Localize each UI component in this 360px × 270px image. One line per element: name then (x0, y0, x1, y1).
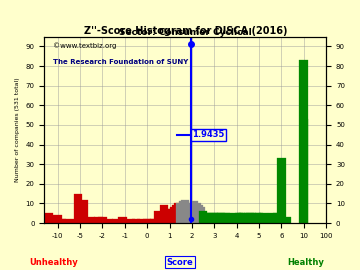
Bar (206, 213, 214, 223)
Bar (255, 213, 263, 223)
Bar (252, 213, 261, 223)
Bar (257, 215, 265, 223)
Bar (283, 217, 291, 223)
Title: Z''-Score Histogram for DISCA (2016): Z''-Score Histogram for DISCA (2016) (84, 26, 287, 36)
Bar (45, 213, 53, 223)
Text: 1.9435: 1.9435 (192, 130, 225, 139)
Bar (91, 219, 99, 223)
Bar (266, 215, 274, 223)
Bar (118, 217, 127, 223)
Bar (154, 211, 163, 223)
Bar (232, 213, 241, 223)
Bar (172, 205, 180, 223)
Bar (49, 219, 58, 223)
Bar (261, 215, 270, 223)
Bar (300, 119, 308, 223)
Text: Healthy: Healthy (288, 258, 324, 266)
Bar (105, 219, 113, 223)
Bar (112, 219, 120, 223)
Bar (183, 204, 192, 223)
Bar (137, 219, 146, 223)
Bar (235, 213, 243, 223)
Bar (208, 215, 216, 223)
Bar (170, 207, 178, 223)
Bar (143, 219, 152, 223)
Bar (179, 201, 187, 223)
Bar (212, 213, 221, 223)
Bar (300, 60, 308, 223)
Bar (250, 215, 259, 223)
Y-axis label: Number of companies (531 total): Number of companies (531 total) (15, 77, 20, 182)
Bar (248, 213, 256, 223)
Bar (167, 209, 176, 223)
Bar (201, 213, 210, 223)
Bar (239, 213, 248, 223)
Text: Score: Score (167, 258, 193, 266)
Bar (190, 201, 198, 223)
Bar (226, 215, 234, 223)
Bar (199, 211, 207, 223)
Bar (62, 219, 71, 223)
Bar (73, 194, 82, 223)
Bar (194, 205, 203, 223)
Bar (192, 204, 201, 223)
Bar (230, 215, 239, 223)
Bar (150, 219, 158, 223)
Bar (80, 200, 88, 223)
Bar (203, 213, 212, 223)
Bar (273, 213, 281, 223)
Bar (221, 213, 230, 223)
Bar (181, 200, 189, 223)
Bar (174, 204, 183, 223)
Bar (224, 213, 232, 223)
Bar (219, 215, 228, 223)
Bar (71, 219, 80, 223)
Text: Sector: Consumer Cyclical: Sector: Consumer Cyclical (119, 28, 252, 37)
Bar (197, 207, 205, 223)
Bar (217, 213, 225, 223)
Bar (210, 213, 219, 223)
Bar (259, 213, 268, 223)
Bar (185, 207, 194, 223)
Text: Unhealthy: Unhealthy (30, 258, 78, 266)
Bar (94, 217, 103, 223)
Bar (157, 215, 166, 223)
Bar (53, 215, 62, 223)
Bar (277, 158, 285, 223)
Bar (58, 219, 66, 223)
Bar (215, 213, 223, 223)
Text: ©www.textbiz.org: ©www.textbiz.org (53, 42, 116, 49)
Bar (243, 213, 252, 223)
Bar (146, 219, 155, 223)
Bar (98, 217, 107, 223)
Bar (132, 219, 140, 223)
Text: The Research Foundation of SUNY: The Research Foundation of SUNY (53, 59, 188, 65)
Bar (246, 213, 254, 223)
Bar (87, 217, 95, 223)
Bar (270, 217, 279, 223)
Bar (67, 221, 75, 223)
Bar (162, 211, 170, 223)
Bar (264, 217, 272, 223)
Bar (126, 219, 135, 223)
Bar (160, 205, 168, 223)
Bar (237, 213, 245, 223)
Bar (228, 215, 237, 223)
Bar (188, 204, 196, 223)
Bar (241, 215, 250, 223)
Bar (165, 209, 174, 223)
Bar (176, 204, 185, 223)
Bar (268, 213, 276, 223)
